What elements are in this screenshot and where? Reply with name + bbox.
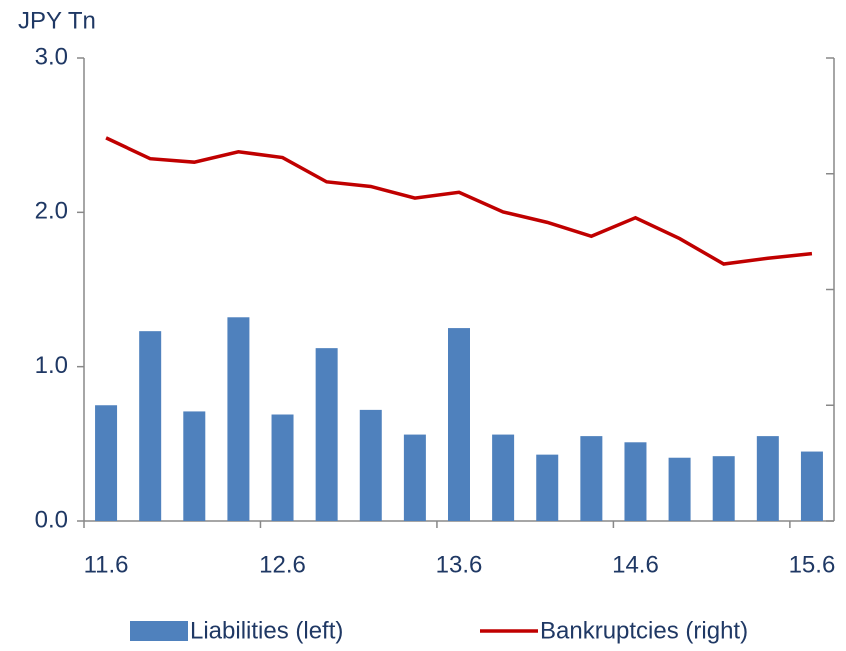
y-axis-label: JPY Tn [18, 7, 96, 34]
y-tick-label: 0.0 [35, 506, 68, 533]
bar [271, 414, 294, 521]
bar [712, 456, 735, 521]
legend-label: Liabilities (left) [190, 617, 343, 644]
bar [492, 434, 515, 521]
y-tick-label: 1.0 [35, 352, 68, 379]
bar [580, 436, 603, 521]
bar [227, 317, 250, 521]
bar [800, 451, 823, 521]
bar [624, 442, 647, 521]
bar [403, 434, 426, 521]
bar [756, 436, 779, 521]
bar [359, 409, 382, 521]
legend-swatch [130, 621, 188, 641]
x-tick-label: 14.6 [612, 551, 659, 578]
x-tick-label: 15.6 [789, 551, 836, 578]
legend-label: Bankruptcies (right) [540, 617, 748, 644]
bar [315, 348, 338, 521]
bar [536, 454, 559, 521]
x-tick-label: 11.6 [84, 551, 129, 578]
bar [448, 328, 470, 521]
bar [139, 331, 162, 521]
line [105, 136, 813, 266]
y-tick-label: 3.0 [35, 43, 68, 70]
x-tick-label: 13.6 [436, 551, 483, 578]
bar [668, 457, 691, 521]
y-tick-label: 2.0 [35, 198, 68, 225]
bar [183, 411, 206, 521]
bar [95, 405, 118, 521]
x-tick-label: 12.6 [259, 551, 306, 578]
